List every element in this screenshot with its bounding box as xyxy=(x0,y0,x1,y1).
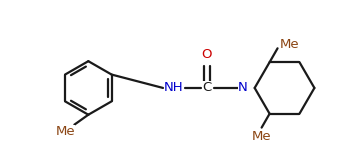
Text: O: O xyxy=(202,48,212,61)
Text: C: C xyxy=(202,82,211,94)
Text: Me: Me xyxy=(56,125,75,138)
Text: N: N xyxy=(238,82,248,94)
Text: NH: NH xyxy=(164,82,184,94)
Text: Me: Me xyxy=(280,38,299,51)
Text: Me: Me xyxy=(252,130,271,143)
